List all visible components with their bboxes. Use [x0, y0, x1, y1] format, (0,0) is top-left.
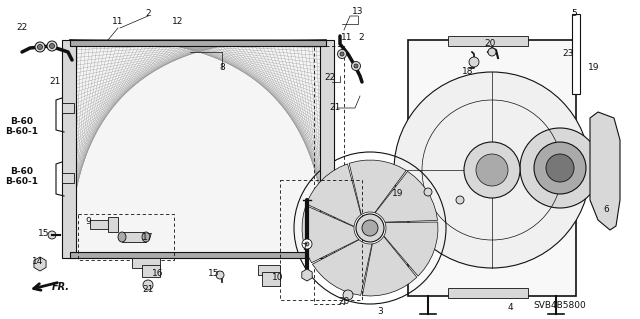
Circle shape [520, 128, 600, 208]
Circle shape [464, 142, 520, 198]
Text: 10: 10 [272, 273, 284, 283]
Polygon shape [302, 205, 359, 263]
Circle shape [546, 154, 574, 182]
Circle shape [47, 41, 57, 51]
Bar [320, 40, 334, 258]
Text: 17: 17 [142, 234, 154, 242]
Circle shape [343, 290, 353, 300]
Circle shape [302, 239, 312, 249]
Text: 12: 12 [172, 18, 184, 26]
Text: 21: 21 [330, 103, 340, 113]
Text: 11: 11 [341, 33, 353, 42]
Text: 20: 20 [339, 298, 349, 307]
Bar [262, 272, 280, 286]
Text: 22: 22 [17, 24, 28, 33]
Text: 21: 21 [142, 286, 154, 294]
Text: 2: 2 [358, 33, 364, 42]
Circle shape [354, 64, 358, 68]
Polygon shape [307, 164, 361, 226]
Text: 5: 5 [571, 10, 577, 19]
Text: 2: 2 [145, 10, 151, 19]
Text: SVB4B5800: SVB4B5800 [534, 300, 586, 309]
Polygon shape [312, 240, 372, 295]
Bar [70, 40, 326, 46]
Bar [258, 265, 280, 275]
Circle shape [456, 196, 464, 204]
Ellipse shape [118, 232, 126, 242]
Text: 9: 9 [85, 218, 91, 226]
Bar [70, 252, 326, 258]
Circle shape [337, 49, 346, 58]
Circle shape [488, 48, 496, 56]
Circle shape [35, 42, 45, 52]
Circle shape [476, 154, 508, 186]
Text: 8: 8 [219, 63, 225, 72]
Text: FR.: FR. [52, 282, 70, 292]
Text: 14: 14 [32, 257, 44, 266]
Polygon shape [349, 160, 406, 215]
Text: 3: 3 [377, 308, 383, 316]
Bar [62, 173, 74, 183]
Bar [78, 214, 174, 260]
Text: 11: 11 [112, 18, 124, 26]
Circle shape [48, 231, 56, 239]
Bar [108, 217, 118, 232]
Polygon shape [384, 222, 438, 276]
Polygon shape [362, 236, 417, 296]
Circle shape [216, 271, 224, 279]
Text: 18: 18 [462, 68, 474, 77]
Polygon shape [590, 112, 620, 230]
Bar [122, 232, 146, 242]
Bar [132, 258, 160, 268]
Circle shape [424, 188, 432, 196]
Circle shape [534, 142, 586, 194]
Bar [142, 265, 160, 277]
Bar [90, 220, 108, 229]
Text: B-60-1: B-60-1 [6, 128, 38, 137]
Text: 7: 7 [301, 243, 307, 253]
Text: 19: 19 [588, 63, 600, 72]
Bar [314, 46, 344, 304]
Circle shape [469, 57, 479, 67]
Circle shape [362, 220, 378, 236]
Bar [70, 40, 326, 258]
Circle shape [394, 72, 590, 268]
Bar [62, 103, 74, 113]
Text: 13: 13 [352, 8, 364, 17]
Bar [62, 40, 76, 258]
Text: 4: 4 [507, 303, 513, 313]
Bar [280, 180, 362, 300]
Text: 21: 21 [49, 78, 61, 86]
Circle shape [49, 43, 54, 48]
Text: 19: 19 [392, 189, 404, 198]
Text: 16: 16 [152, 270, 164, 278]
Bar [408, 40, 576, 296]
Circle shape [351, 62, 360, 70]
Circle shape [356, 214, 384, 242]
Circle shape [305, 242, 309, 246]
Bar [448, 288, 528, 298]
Text: 15: 15 [38, 229, 50, 239]
Circle shape [143, 280, 153, 290]
Text: 6: 6 [603, 205, 609, 214]
Text: B-60: B-60 [10, 167, 33, 176]
Text: 20: 20 [484, 40, 496, 48]
Text: 23: 23 [563, 49, 573, 58]
Polygon shape [375, 171, 438, 222]
Text: 22: 22 [324, 73, 335, 83]
Bar [572, 14, 580, 94]
Text: B-60: B-60 [10, 117, 33, 127]
Ellipse shape [142, 232, 150, 242]
Text: B-60-1: B-60-1 [6, 177, 38, 187]
Bar [448, 36, 528, 46]
Circle shape [340, 52, 344, 56]
Circle shape [38, 44, 42, 49]
Text: 15: 15 [208, 270, 220, 278]
